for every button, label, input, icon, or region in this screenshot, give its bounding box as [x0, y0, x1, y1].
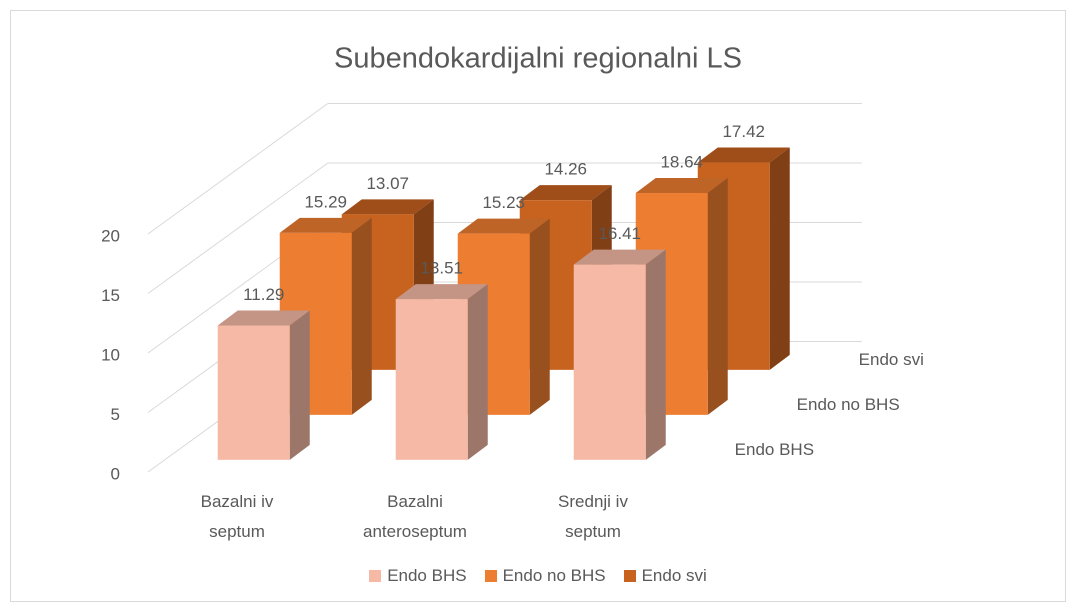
y-tick-label: 5: [111, 405, 120, 424]
bar-side: [351, 217, 372, 415]
bar-side: [289, 310, 310, 460]
bar-side: [769, 147, 790, 370]
data-label: 13.51: [420, 259, 463, 278]
bar: [395, 299, 468, 460]
legend-item: Endo BHS: [369, 566, 467, 586]
bar-top: [457, 218, 550, 234]
depth-label: Endo no BHS: [797, 395, 900, 414]
bar-side: [645, 249, 666, 460]
x-tick-label: Bazalni anteroseptum: [363, 492, 467, 541]
bar: [573, 264, 646, 460]
data-label: 11.29: [243, 285, 284, 304]
data-label: 18.64: [660, 153, 703, 172]
data-label: 13.07: [366, 174, 409, 193]
grid-line: [147, 103, 329, 235]
bar-top: [395, 284, 488, 300]
legend-item: Endo no BHS: [484, 566, 606, 586]
data-label: 14.26: [544, 160, 587, 179]
depth-label: Endo svi: [859, 350, 924, 369]
bar-top: [573, 249, 666, 265]
bar-top: [217, 310, 310, 326]
legend-label: Endo BHS: [387, 566, 467, 585]
legend-label: Endo svi: [641, 566, 707, 585]
data-label: 16.41: [598, 224, 641, 243]
legend-swatch: [623, 570, 636, 582]
y-tick-label: 10: [101, 345, 120, 364]
data-label: 15.23: [482, 193, 525, 212]
bar-side: [707, 178, 728, 415]
y-tick-label: 15: [101, 286, 120, 305]
x-tick-label: Srednji iv septum: [558, 492, 628, 541]
data-label: 17.42: [722, 122, 765, 141]
bar-top: [341, 199, 434, 215]
legend-swatch: [484, 570, 497, 582]
y-tick-label: 20: [101, 226, 120, 245]
bar-top: [697, 147, 790, 163]
bar-top: [519, 185, 612, 201]
bar-top: [279, 217, 372, 233]
bar-side: [467, 284, 488, 460]
bar: [217, 325, 290, 460]
y-tick-label: 0: [111, 464, 120, 483]
data-label: 15.29: [304, 192, 347, 211]
bar-top: [635, 178, 728, 194]
legend-label: Endo no BHS: [502, 566, 606, 585]
depth-label: Endo BHS: [735, 440, 814, 459]
x-tick-label: Bazalni iv septum: [200, 492, 274, 541]
legend-swatch: [369, 570, 382, 582]
legend-item: Endo svi: [623, 566, 707, 586]
legend: Endo BHS Endo no BHS Endo svi: [0, 566, 1076, 586]
grid-line: [147, 162, 329, 294]
chart-title: Subendokardijalni regionalni LS: [334, 43, 742, 75]
bar-side: [529, 218, 550, 415]
